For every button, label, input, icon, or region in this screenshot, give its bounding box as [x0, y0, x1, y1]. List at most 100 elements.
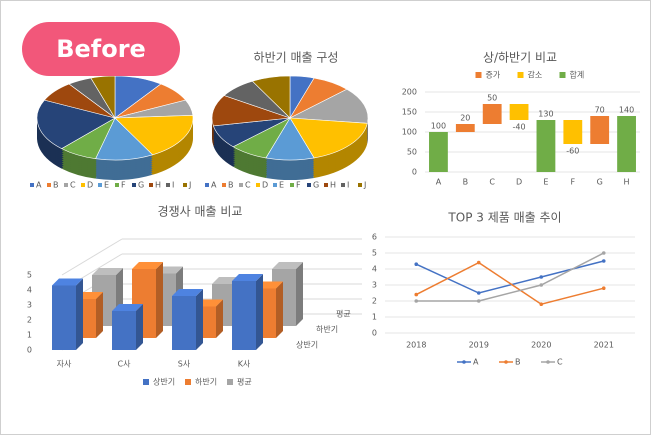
slice [288, 88, 369, 124]
bar-top [132, 262, 163, 269]
legend-label: B [53, 181, 59, 190]
bar-side [256, 274, 263, 350]
legend-label: F [121, 181, 126, 190]
bar-side [276, 281, 283, 338]
legend-swatch [149, 183, 153, 187]
legend-label: H [330, 181, 336, 190]
legend-label: C [70, 181, 76, 190]
slice [114, 115, 194, 156]
point [476, 291, 481, 295]
legend-swatch [324, 183, 328, 187]
bar-side [136, 304, 143, 350]
depth-label: 상반기 [296, 340, 318, 350]
legend-label: G [313, 181, 319, 190]
bar-top [272, 262, 303, 269]
y-tick-label: 2 [27, 316, 32, 325]
legend-swatch [64, 183, 68, 187]
legend-swatch [81, 183, 85, 187]
y-tick-label: 3 [372, 281, 377, 290]
bar-top [92, 268, 123, 275]
x-tick-label: 자사 [57, 360, 72, 369]
bar [52, 285, 76, 350]
legend-label: 감소 [528, 70, 543, 80]
legend-swatch [143, 379, 149, 385]
legend-label: 평균 [237, 377, 252, 387]
legend-marker [462, 360, 466, 364]
depth-label: 평균 [336, 308, 351, 318]
chart-title: 상/하반기 비교 [483, 51, 557, 65]
point [414, 299, 419, 303]
y-tick-label: 0 [372, 329, 377, 338]
legend-label: C [245, 181, 251, 190]
data-label: 130 [538, 110, 553, 119]
legend-label: 하반기 [195, 377, 217, 387]
legend-label: I [347, 181, 349, 190]
point [539, 283, 544, 287]
x-tick-label: 2018 [406, 341, 426, 350]
y-tick-label: 4 [27, 286, 32, 295]
legend-label: D [87, 181, 93, 190]
x-tick-label: K사 [238, 360, 251, 369]
chart-title: 경쟁사 매출 비교 [158, 205, 243, 219]
legend-swatch [559, 72, 566, 78]
badge: Before [56, 35, 146, 63]
legend-label: 상반기 [153, 377, 175, 387]
legend-label: I [172, 181, 174, 190]
x-tick-label: S사 [178, 360, 191, 369]
y-tick-label: 6 [372, 233, 377, 242]
y-tick-label: 0 [27, 346, 32, 355]
legend-label: H [155, 181, 161, 190]
point [601, 259, 606, 263]
bar [482, 104, 502, 124]
data-label: 50 [487, 94, 497, 103]
bar-side [76, 278, 83, 350]
legend-swatch [205, 183, 209, 187]
bar [563, 120, 583, 144]
legend-label: E [104, 181, 109, 190]
x-tick-label: H [624, 178, 630, 187]
legend-swatch [358, 183, 362, 187]
legend-swatch [47, 183, 51, 187]
legend-swatch [132, 183, 136, 187]
chart-title: 하반기 매출 구성 [254, 51, 339, 65]
bar [232, 281, 256, 350]
x-tick-label: A [436, 178, 442, 187]
legend-label: J [188, 181, 191, 190]
bar [590, 116, 610, 144]
data-label: 140 [619, 106, 634, 115]
chart-title: TOP 3 제품 매출 추이 [447, 211, 561, 225]
bar [172, 296, 196, 350]
point [414, 292, 419, 297]
bar-top [52, 278, 83, 286]
bar-top [172, 289, 203, 296]
legend-swatch [475, 72, 482, 78]
point [539, 302, 544, 307]
legend-label: A [211, 181, 217, 190]
slice [36, 99, 116, 149]
legend-swatch [341, 183, 345, 187]
bar [429, 132, 448, 172]
point [539, 275, 544, 279]
legend-label: 증가 [486, 71, 501, 80]
legend-swatch [290, 183, 294, 187]
bar-top [232, 274, 263, 281]
y-tick-label: 1 [372, 313, 377, 322]
y-tick-label: 1 [27, 331, 32, 340]
x-tick-label: 2020 [531, 341, 551, 350]
data-label: -40 [513, 123, 526, 132]
legend-swatch [273, 183, 277, 187]
legend-label: D [262, 181, 268, 190]
point [601, 251, 606, 255]
point [601, 286, 606, 291]
x-tick-label: D [516, 178, 522, 187]
bar-side [296, 262, 303, 326]
x-tick-label: C [489, 178, 495, 187]
y-tick-label: 5 [27, 271, 32, 280]
bar-side [156, 262, 163, 338]
data-label: 100 [431, 122, 446, 131]
bar-side [96, 292, 103, 338]
y-tick-label: 50 [407, 148, 417, 157]
legend-swatch [256, 183, 260, 187]
bar [112, 311, 136, 350]
